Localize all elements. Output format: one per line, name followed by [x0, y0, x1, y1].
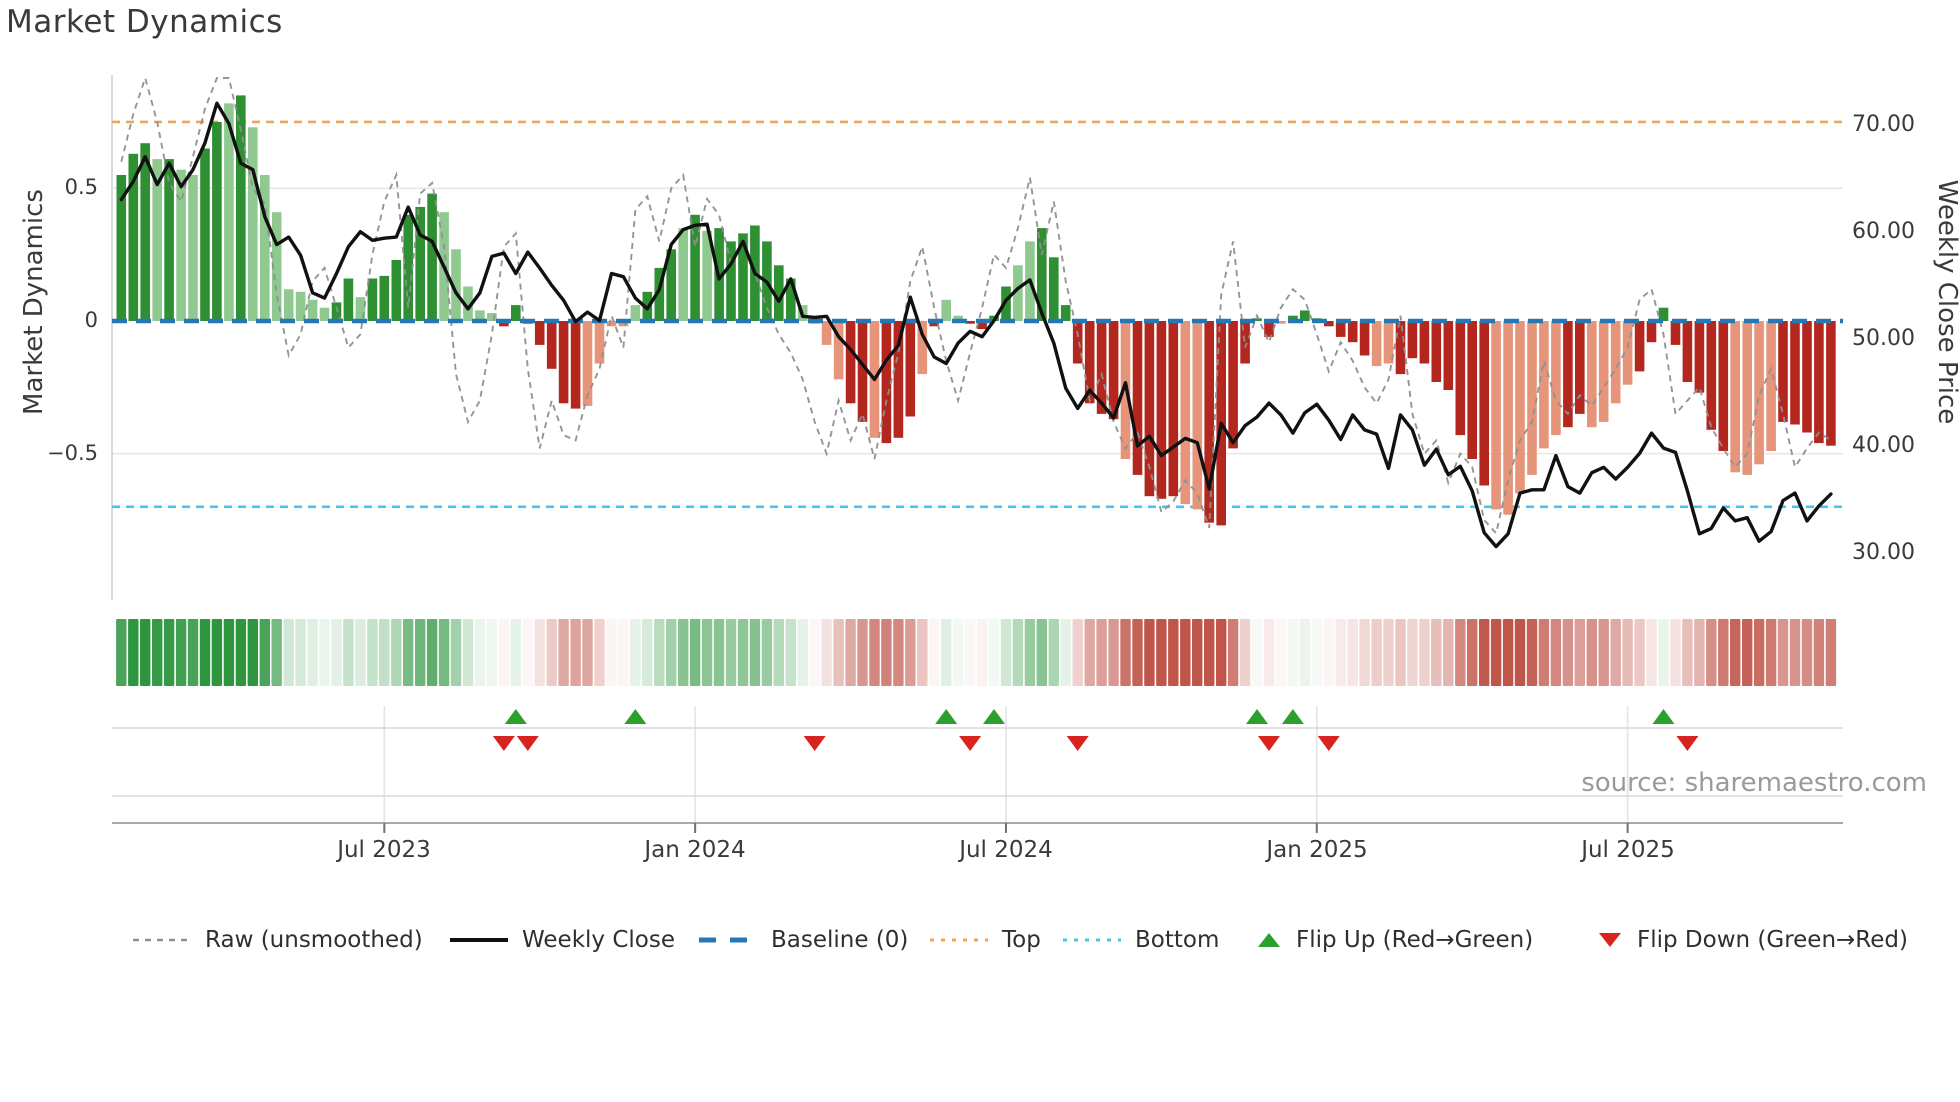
bottom-dotted-icon: [1063, 938, 1121, 942]
left-axis-title: Market Dynamics: [19, 189, 49, 415]
raw-line-icon: [133, 938, 191, 942]
marker-panel: [112, 706, 1843, 833]
left-tick-0: 0: [84, 308, 98, 332]
legend-item-top: Top: [930, 922, 1041, 958]
left-tick-neg0_5: −0.5: [47, 441, 98, 465]
legend-item-raw: Raw (unsmoothed): [133, 922, 423, 958]
right-tick-50: 50.00: [1852, 326, 1915, 351]
weekly-close-line: [119, 101, 1833, 549]
legend-label: Flip Down (Green→Red): [1637, 927, 1908, 953]
x-tick-jul-2024: Jul 2024: [959, 837, 1053, 863]
x-tick-jan-2025: Jan 2025: [1266, 837, 1368, 863]
flip-down-triangle-icon: [1599, 933, 1621, 947]
legend-item-weekly-close: Weekly Close: [450, 922, 675, 958]
flip-markers: [492, 709, 1699, 751]
legend-label: Raw (unsmoothed): [205, 927, 423, 953]
page-title: Market Dynamics: [6, 4, 283, 40]
legend-label: Weekly Close: [522, 927, 675, 953]
baseline-dash-icon: [699, 937, 757, 943]
top-dotted-icon: [930, 938, 988, 942]
legend-label: Baseline (0): [771, 927, 909, 953]
x-tick-jul-2025: Jul 2025: [1581, 837, 1675, 863]
oscillator-bars: [116, 95, 1836, 526]
heatmap-strip: [116, 619, 1837, 686]
legend-item-bottom: Bottom: [1063, 922, 1219, 958]
source-credit: source: sharemaestro.com: [1581, 768, 1927, 798]
right-tick-40: 40.00: [1852, 433, 1915, 458]
left-tick-0_5: 0.5: [64, 175, 98, 199]
x-tick-jul-2023: Jul 2023: [337, 837, 431, 863]
legend-label: Flip Up (Red→Green): [1296, 927, 1534, 953]
right-tick-70: 70.00: [1852, 112, 1915, 137]
right-axis-title: Weekly Close Price: [1932, 179, 1960, 425]
right-tick-60: 60.00: [1852, 219, 1915, 244]
legend-item-baseline: Baseline (0): [699, 922, 908, 958]
legend-label: Top: [1002, 927, 1041, 953]
x-tick-jan-2024: Jan 2024: [644, 837, 746, 863]
legend-item-flip-up: Flip Up (Red→Green): [1256, 922, 1533, 958]
legend-item-flip-down: Flip Down (Green→Red): [1597, 922, 1908, 958]
solid-line-icon: [450, 938, 508, 942]
right-tick-30: 30.00: [1852, 540, 1915, 565]
legend-label: Bottom: [1135, 927, 1220, 953]
raw-line: [120, 74, 1832, 536]
flip-up-triangle-icon: [1258, 933, 1280, 947]
